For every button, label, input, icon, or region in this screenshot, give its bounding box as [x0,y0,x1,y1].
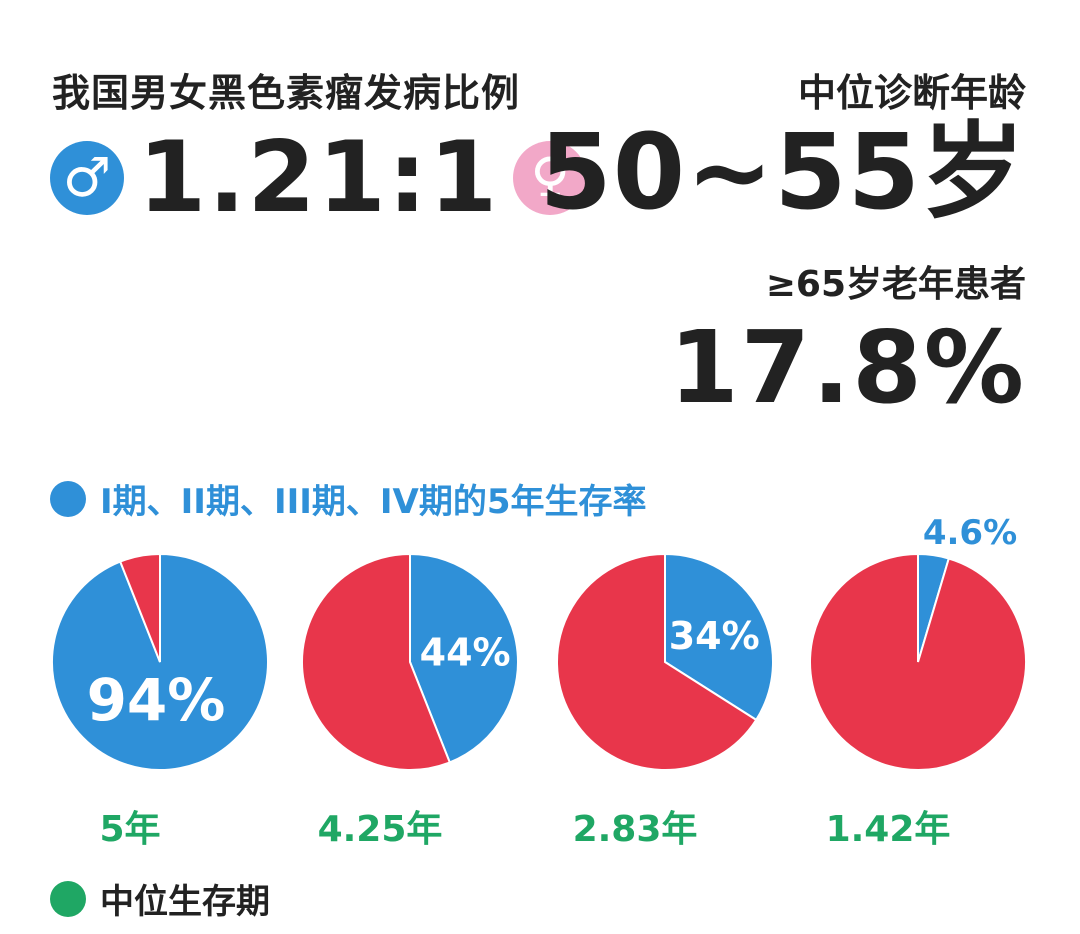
pie-slice-remainder [556,552,758,771]
pie-slice-remainder [118,552,161,663]
survival-rate-legend: I期、II期、III期、IV期的5年生存率 [50,474,647,523]
pie-value-label: 94% [87,666,226,734]
median-survival-label: 1.42年 [825,809,951,850]
blue-dot-icon [50,480,86,517]
median-age-value: 50~55岁 [539,111,1026,233]
pie-value-label: 34% [669,614,760,658]
median-survival-legend-text: 中位生存期 [100,882,270,922]
male-icon: ♂ [50,141,124,215]
pie-value-label: 4.6% [923,513,1017,553]
ratio-row: ♂ 1.21:1 ♀ [50,121,588,235]
ratio-value: 1.21:1 [138,121,500,235]
pie-slice-remainder [301,552,452,771]
elderly-value: 17.8% [669,309,1026,426]
female-icon: ♀ [513,141,588,215]
elderly-title: ≥65岁老年患者 [765,264,1026,305]
median-survival-label: 5年 [99,809,161,850]
median-survival-label: 2.83年 [572,809,698,850]
survival-pie-charts: 94% 44% 34% 4.6% [51,513,1027,771]
ratio-title: 我国男女黑色素瘤发病比例 [52,71,521,115]
median-survival-label: 4.25年 [317,809,443,850]
green-dot-icon [50,880,86,917]
pie-value-label: 44% [420,630,511,674]
survival-rate-legend-text: I期、II期、III期、IV期的5年生存率 [100,482,647,522]
median-survival-legend: 中位生存期 [50,874,270,923]
median-age-title: 中位诊断年龄 [797,71,1026,115]
pie-slice-remainder [809,552,1027,771]
pie-slice-survival [409,552,519,764]
